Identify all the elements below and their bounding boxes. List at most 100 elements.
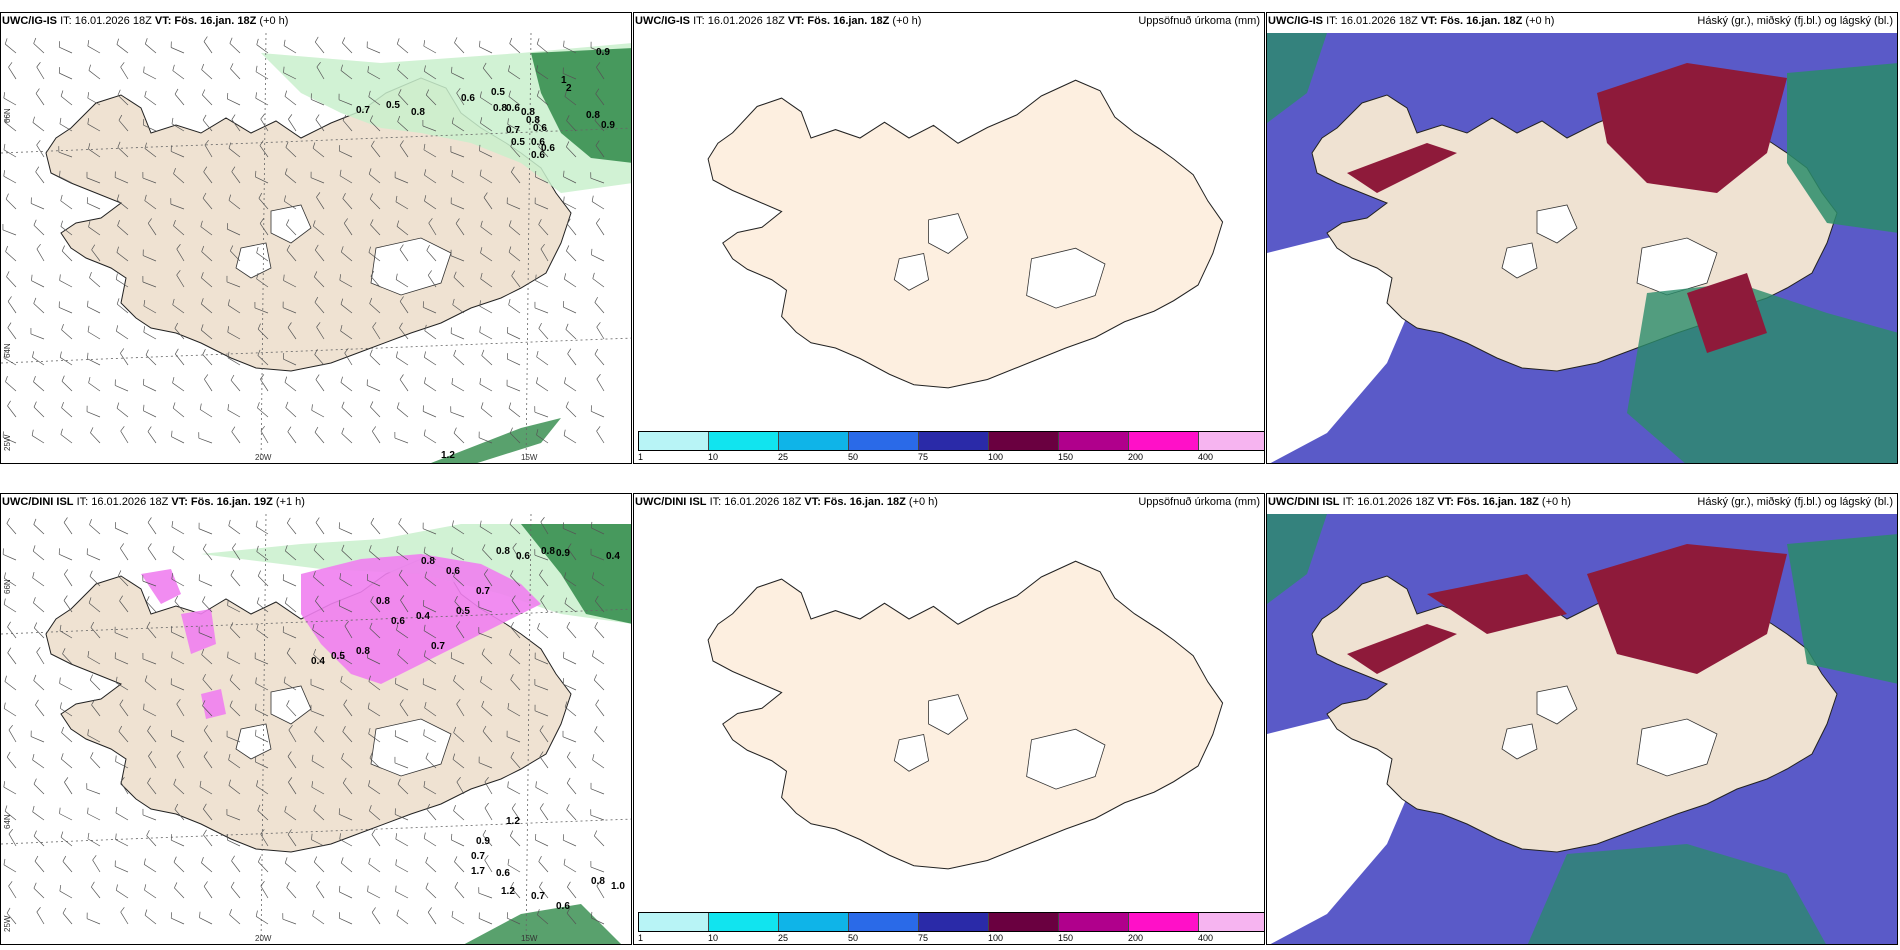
precip-value-label: 0.8 — [586, 110, 600, 121]
wind-barb-flag — [507, 781, 509, 788]
wind-barb-flag — [61, 401, 64, 408]
wind-barb-flag — [369, 752, 373, 759]
wind-barb-flag — [451, 547, 453, 554]
precip-area-heavy — [521, 524, 631, 624]
wind-barb — [567, 886, 577, 899]
wind-barb — [87, 306, 101, 314]
wind-barb-flag — [36, 140, 41, 146]
wind-barb — [283, 579, 297, 587]
wind-barb — [394, 177, 409, 184]
wind-barb-flag — [480, 272, 483, 279]
wind-barb — [230, 886, 241, 899]
colorbar — [638, 431, 1264, 451]
wind-barb-flag — [33, 297, 37, 304]
wind-barb — [509, 225, 521, 236]
wind-barb-flag — [592, 754, 595, 761]
lon-label-20w: 20W — [255, 453, 272, 462]
wind-barb — [87, 656, 101, 665]
wind-barb — [285, 407, 297, 418]
wind-barb — [259, 145, 269, 158]
wind-barb — [142, 814, 157, 821]
precip-value-label: 0.6 — [531, 137, 545, 148]
wind-barb — [258, 861, 269, 873]
colorbar-swatch — [709, 432, 779, 450]
wind-barb — [595, 704, 605, 717]
wind-barb — [341, 862, 353, 873]
wind-barb-flag — [32, 805, 35, 812]
wind-barb-flag — [479, 144, 481, 151]
latitude-gridline — [1, 127, 631, 154]
wind-barb-flag — [117, 141, 121, 148]
wind-barb — [539, 756, 549, 769]
wind-barb — [396, 629, 409, 639]
wind-barb-flag — [399, 374, 404, 380]
wind-barb — [567, 223, 577, 236]
wind-barb — [510, 679, 521, 691]
wind-barb — [398, 94, 409, 106]
wind-barb-flag — [144, 884, 147, 891]
wind-barb — [314, 276, 325, 288]
wind-barb-flag — [87, 651, 90, 658]
wind-barb-flag — [453, 427, 457, 434]
wind-barb — [228, 785, 241, 795]
wind-barb — [60, 200, 73, 210]
wind-barb — [33, 524, 45, 535]
glacier-outline — [893, 253, 930, 291]
wind-barb-flag — [595, 699, 600, 705]
wind-barb-flag — [479, 300, 481, 307]
wind-barb — [229, 43, 241, 54]
wind-barb-flag — [395, 273, 398, 280]
wind-barb-flag — [202, 700, 206, 706]
wind-barb-flag — [314, 244, 319, 251]
wind-barb — [287, 756, 297, 769]
wind-barb — [283, 72, 297, 80]
wind-barb — [88, 382, 101, 392]
precip-value-label: 0.9 — [601, 120, 615, 131]
wind-barb-flag — [201, 89, 206, 96]
wind-barb-flag — [203, 36, 208, 42]
wind-barb — [595, 600, 605, 613]
wind-barb — [508, 408, 521, 418]
wind-barb-flag — [119, 699, 124, 705]
high-cloud-area — [1687, 273, 1767, 353]
wind-barb — [564, 278, 577, 288]
wind-barb-flag — [59, 702, 62, 709]
wind-barb-flag — [116, 325, 119, 332]
wind-barb-flag — [316, 322, 321, 328]
wind-barb — [396, 226, 409, 236]
colorbar-tick-label: 75 — [918, 933, 929, 943]
wind-barb-flag — [202, 543, 207, 550]
wind-barb — [6, 912, 17, 925]
wind-barb-flag — [174, 882, 178, 888]
wind-barb — [453, 680, 465, 691]
wind-barb — [369, 550, 381, 561]
wind-barb-flag — [423, 351, 426, 358]
wind-barb — [5, 198, 17, 210]
wind-barb — [563, 657, 577, 665]
wind-barb — [202, 198, 213, 210]
colorbar-tick-label: 10 — [708, 452, 719, 462]
wind-barb — [342, 198, 353, 210]
wind-barb-flag — [201, 272, 204, 279]
wind-barb — [116, 44, 129, 54]
wind-barb — [510, 627, 521, 639]
glacier-outline — [1636, 718, 1718, 777]
wind-barb-flag — [146, 621, 151, 628]
wind-barb-flag — [453, 726, 457, 733]
wind-barb-flag — [312, 623, 315, 630]
wind-barb-flag — [424, 169, 427, 176]
wind-barb-flag — [88, 376, 91, 383]
wind-barb-flag — [454, 37, 458, 43]
wind-barb — [143, 72, 157, 80]
wind-barb-flag — [147, 777, 151, 784]
wind-barb-flag — [564, 377, 567, 384]
precip-value-label: 0.5 — [456, 606, 470, 617]
wind-barb-flag — [566, 218, 571, 225]
wind-barb — [312, 629, 325, 639]
wind-barb — [540, 248, 549, 262]
wind-barb-flag — [7, 621, 11, 628]
wind-barb — [451, 333, 465, 340]
wind-barb-flag — [259, 140, 264, 146]
wind-barb-flag — [33, 882, 37, 889]
wind-barb-flag — [7, 400, 11, 407]
